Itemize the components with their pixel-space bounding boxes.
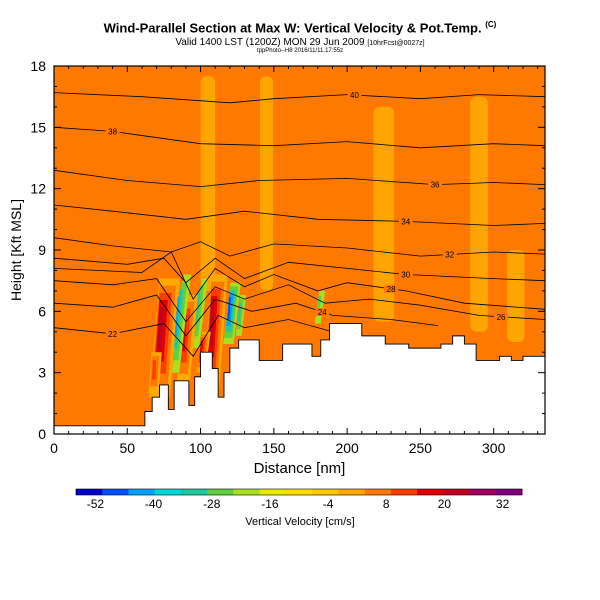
theta-contour <box>54 204 545 226</box>
contour-label: 32 <box>445 250 454 259</box>
y-tick-label: 3 <box>38 365 46 381</box>
colorbar: -52 -40 -28 -16 -4 8 20 32 <box>75 488 523 511</box>
contour-label: 30 <box>401 271 410 280</box>
x-tick-label: 100 <box>189 440 213 456</box>
x-tick-label: 50 <box>119 440 135 456</box>
theta-contour <box>54 278 545 323</box>
colorbar-label: Vertical Velocity [cm/s] <box>245 516 355 528</box>
contour-label-bg <box>442 250 457 259</box>
contour-label-bg <box>398 270 413 279</box>
warm-streak <box>470 96 488 332</box>
contour-label: 34 <box>401 217 410 226</box>
colorbar-segment <box>443 489 471 495</box>
run-info: tppPhoto--H8 2016/11/11.17:55z <box>256 48 344 54</box>
title-badge: (C) <box>485 20 497 29</box>
x-tick-label: 200 <box>335 440 359 456</box>
warm-streak <box>506 250 525 342</box>
contour-label: 24 <box>318 308 327 317</box>
colorbar-tick-label: 32 <box>496 497 510 511</box>
updraft-plume <box>157 307 164 350</box>
colorbar-tick-label: -4 <box>323 497 334 511</box>
colorbar-tick-label: -52 <box>87 497 105 511</box>
chart-subtitle: Valid 1400 LST (1200Z) MON 29 Jun 2009 [… <box>175 37 425 48</box>
colorbar-segment <box>154 489 182 495</box>
colorbar-segment <box>338 489 366 495</box>
chart-title: Wind-Parallel Section at Max W: Vertical… <box>103 20 497 36</box>
colorbar-segment <box>390 489 418 495</box>
warm-streak <box>259 76 274 291</box>
terrain <box>54 323 545 434</box>
colorbar-tick-label: -16 <box>261 497 279 511</box>
warm-streak <box>200 76 216 291</box>
x-axis-label: Distance [nm] <box>254 460 346 477</box>
colorbar-tick-label: -40 <box>145 497 163 511</box>
theta-contour <box>54 257 545 284</box>
y-tick-label: 12 <box>30 181 46 197</box>
colorbar-segment <box>417 489 444 495</box>
colorbar-segment <box>128 489 156 495</box>
y-tick-label: 6 <box>38 303 46 319</box>
contour-label-bg <box>105 127 120 136</box>
downdraft-plume <box>174 296 180 336</box>
colorbar-segment <box>233 489 261 495</box>
colorbar-segment <box>207 489 234 495</box>
colorbar-segment <box>259 489 287 495</box>
contour-label-bg <box>428 180 443 189</box>
theta-contour <box>54 294 439 337</box>
colorbar-tick-label: 20 <box>438 497 452 511</box>
contour-label: 26 <box>497 313 506 322</box>
updraft-plume <box>151 360 157 380</box>
y-tick-label: 0 <box>38 426 46 442</box>
contour-label-bg <box>494 312 509 321</box>
colorbar-segment <box>469 489 497 495</box>
theta-contour <box>54 92 545 104</box>
contour-label-bg <box>105 329 120 338</box>
y-tick-label: 18 <box>30 58 46 74</box>
colorbar-segment <box>495 489 523 495</box>
contour-label-bg <box>384 284 399 293</box>
colorbar-segment <box>364 489 392 495</box>
colorbar-tick-label: 8 <box>383 497 390 511</box>
colorbar-segment <box>285 489 313 495</box>
contour-label-bg <box>398 217 413 226</box>
theta-contour <box>54 237 545 257</box>
theta-contour <box>54 126 545 149</box>
y-tick-label: 15 <box>30 119 46 135</box>
colorbar-segment <box>76 489 103 495</box>
contour-label: 36 <box>431 181 440 190</box>
x-tick-label: 0 <box>50 440 58 456</box>
colorbar-tick-label: -28 <box>203 497 221 511</box>
downdraft-plume <box>195 292 201 325</box>
contour-label: 28 <box>387 285 396 294</box>
colorbar-segment <box>312 489 339 495</box>
plot-area: 40 38 36 34 32 30 28 26 24 22 <box>54 66 545 434</box>
updraft-plume <box>209 302 215 346</box>
theta-contour <box>54 314 333 357</box>
warm-streak <box>373 106 395 322</box>
contour-label: 38 <box>108 127 117 136</box>
y-axis-label: Height [Kft MSL] <box>8 199 24 301</box>
x-tick-label: 250 <box>409 440 433 456</box>
subtitle-tag: [10hrFcst@0027z] <box>367 40 425 47</box>
contour-label-bg <box>315 307 330 316</box>
colorbar-segment <box>180 489 208 495</box>
theta-contour <box>54 251 545 310</box>
downdraft-plume <box>227 297 231 320</box>
y-tick-label: 9 <box>38 242 46 258</box>
colorbar-segment <box>102 489 129 495</box>
contour-label-bg <box>347 91 362 100</box>
contour-label: 40 <box>350 91 359 100</box>
theta-contour <box>54 169 545 188</box>
downdraft-plume <box>237 303 242 323</box>
contour-label: 22 <box>108 330 117 339</box>
x-tick-label: 150 <box>262 440 286 456</box>
x-tick-label: 300 <box>482 440 506 456</box>
colorbar-frame <box>75 488 523 496</box>
